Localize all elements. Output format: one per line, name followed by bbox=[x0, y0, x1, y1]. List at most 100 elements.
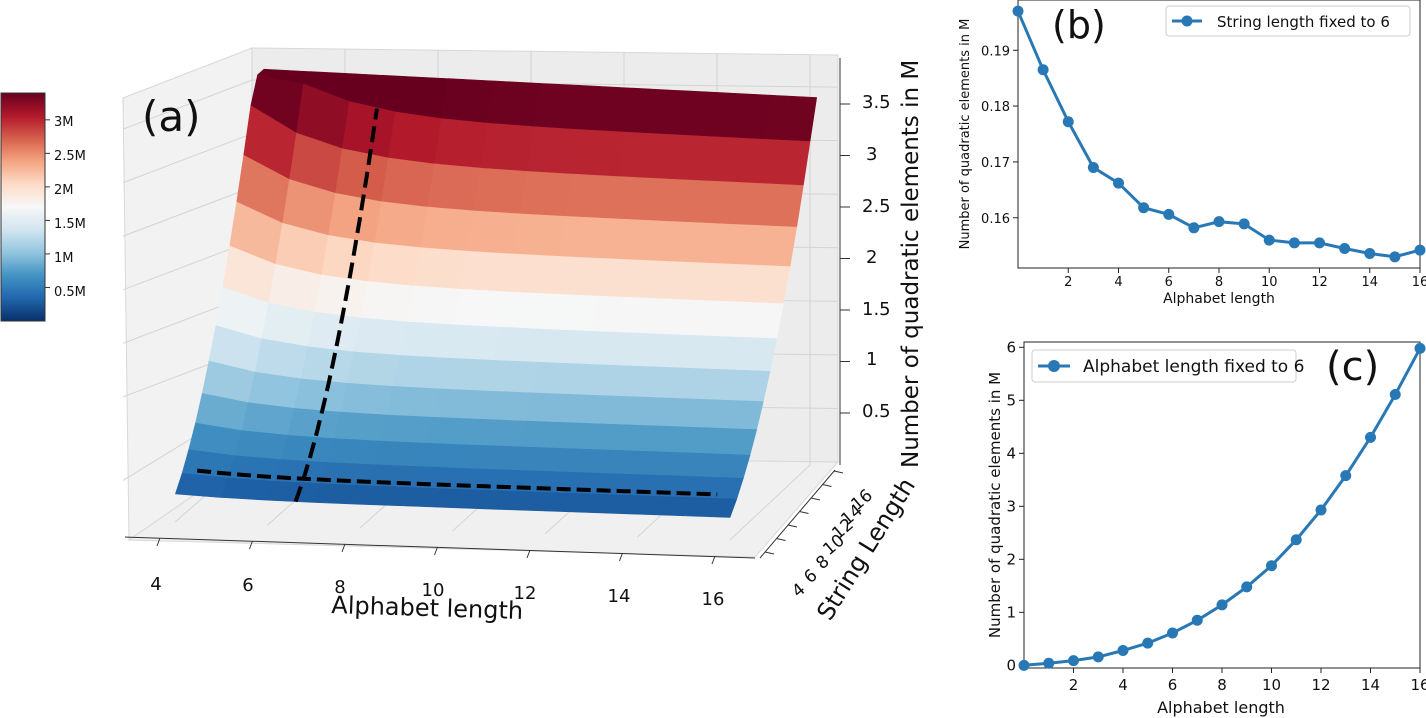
y-tick-label: 0.16 bbox=[981, 212, 1010, 227]
surface-patch bbox=[267, 480, 322, 503]
y-tick bbox=[776, 538, 786, 541]
colorbar-tick-label: 2.5M bbox=[54, 149, 86, 164]
surface-patch bbox=[525, 392, 579, 424]
y-tick bbox=[764, 551, 775, 555]
y-tick-label: 0.19 bbox=[981, 44, 1010, 59]
x-tick-label: 16 bbox=[1410, 676, 1426, 694]
surface-patch bbox=[750, 182, 804, 228]
surface-patch bbox=[710, 399, 764, 430]
grid-line bbox=[729, 464, 811, 541]
x-tick bbox=[619, 552, 623, 562]
grid-line bbox=[122, 186, 253, 237]
surface-patch bbox=[478, 390, 533, 422]
surface-patch bbox=[505, 253, 560, 295]
surface-patch bbox=[690, 262, 745, 303]
z-tick-label: 3.5 bbox=[862, 92, 891, 113]
panel-c-ylabel: Number of quadratic elements in M bbox=[986, 372, 1004, 638]
surface-patch bbox=[313, 483, 368, 505]
surface-patch bbox=[374, 201, 428, 249]
surface-patch bbox=[604, 449, 658, 476]
data-point bbox=[1062, 116, 1074, 128]
surface-patch bbox=[307, 311, 362, 353]
surface-patch bbox=[526, 126, 580, 175]
surface-patch bbox=[335, 148, 389, 203]
x-tick-label: 14 bbox=[1361, 275, 1378, 290]
surface-patch bbox=[241, 402, 295, 436]
surface-patch bbox=[432, 388, 487, 420]
panel-c-label: (c) bbox=[1326, 344, 1379, 390]
panel-b-line-chart: 2 4 6 8 10 12 14 16 0.16 0.17 0.18 0.19 Alphabet l… bbox=[958, 0, 1426, 307]
data-point bbox=[1314, 237, 1325, 249]
data-point bbox=[1414, 244, 1426, 256]
surface-patch bbox=[434, 118, 488, 169]
surface-patch bbox=[657, 425, 711, 454]
x-tick bbox=[434, 546, 438, 556]
x-axis-label: Alphabet length bbox=[331, 591, 524, 625]
surface-patch bbox=[584, 330, 639, 367]
surface-patch bbox=[677, 334, 731, 370]
surface-patch bbox=[247, 371, 302, 409]
y-tick-label: 2 bbox=[1006, 550, 1016, 568]
surface-patch bbox=[353, 317, 408, 356]
data-point bbox=[1113, 177, 1124, 189]
surface-patch bbox=[386, 386, 441, 418]
surface-patch bbox=[651, 220, 705, 264]
x-tick-label: 16 bbox=[1412, 275, 1426, 290]
data-point bbox=[1290, 534, 1302, 546]
grid-line bbox=[122, 79, 253, 130]
colorbar-tick-label: 3M bbox=[54, 115, 74, 130]
surface-patch bbox=[624, 365, 678, 399]
surface-patch bbox=[723, 336, 778, 372]
panel-b-legend: String length fixed to 6 bbox=[1165, 5, 1411, 37]
surface-patch bbox=[703, 427, 758, 456]
data-point bbox=[1364, 247, 1376, 259]
surface-patch bbox=[221, 477, 275, 501]
surface-patch bbox=[420, 206, 475, 252]
colorbar: 0.5M 1M 1.5M 2M 2.5M 3M bbox=[0, 92, 86, 322]
surface-patch bbox=[590, 493, 645, 515]
data-point bbox=[1018, 659, 1030, 671]
surface-patch bbox=[234, 430, 289, 460]
data-point bbox=[1092, 651, 1104, 663]
data-point bbox=[1043, 657, 1055, 669]
surface-patch bbox=[696, 453, 751, 479]
surface-patch bbox=[631, 332, 685, 369]
panel-a-surface-chart: 4 6 8 10 12 14 16 Alphabet length 4 6 8 … bbox=[0, 47, 924, 625]
z-tick-label: 3 bbox=[866, 144, 877, 165]
surface-patch bbox=[704, 180, 758, 226]
panel-c-frame bbox=[1023, 341, 1421, 669]
data-point bbox=[1266, 560, 1277, 572]
surface-patch bbox=[625, 87, 679, 135]
x-axis-line bbox=[124, 536, 756, 559]
surface-patch bbox=[763, 94, 818, 142]
x-tick-label: 10 bbox=[1262, 676, 1281, 694]
x-tick-label: 4 bbox=[150, 574, 161, 595]
surface-patch bbox=[572, 129, 627, 177]
colorbar-tick-label: 1.5M bbox=[54, 217, 86, 232]
surface-patch bbox=[321, 235, 376, 282]
x-tick-label: 6 bbox=[1168, 676, 1178, 694]
data-point bbox=[1068, 655, 1079, 667]
surface-patch bbox=[174, 473, 229, 498]
z-axis-label: Number of quadratic elements in M bbox=[898, 60, 924, 468]
x-tick-label: 8 bbox=[1215, 275, 1223, 290]
legend-marker bbox=[1048, 360, 1060, 372]
surface-patch bbox=[446, 324, 500, 361]
x-tick-label: 8 bbox=[1217, 676, 1227, 694]
data-point bbox=[1117, 645, 1129, 657]
x-tick-label: 10 bbox=[1261, 275, 1278, 290]
surface-patch bbox=[637, 495, 691, 517]
surface-patch bbox=[657, 178, 712, 224]
x-tick-label: 12 bbox=[1311, 275, 1328, 290]
surface-patch bbox=[300, 346, 355, 384]
data-point bbox=[1191, 614, 1203, 626]
x-tick bbox=[526, 549, 531, 559]
surface-patch bbox=[465, 444, 520, 471]
x-tick-label: 4 bbox=[1118, 676, 1128, 694]
x-tick bbox=[341, 543, 346, 553]
panel-a-label: (a) bbox=[142, 92, 201, 141]
surface-patch bbox=[618, 131, 673, 180]
surface-patch bbox=[671, 90, 725, 138]
surface-patch bbox=[459, 250, 514, 293]
surface-patch bbox=[518, 420, 573, 449]
